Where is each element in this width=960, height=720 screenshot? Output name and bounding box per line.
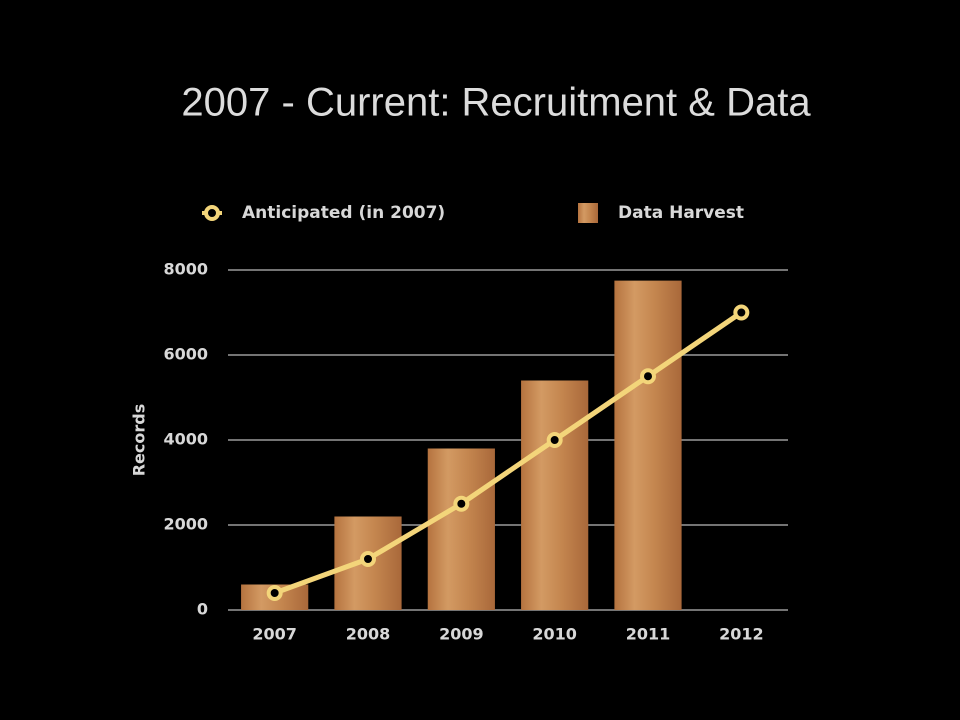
x-tick-label: 2012 xyxy=(719,625,764,644)
legend-label: Data Harvest xyxy=(618,203,744,223)
y-axis-label: Records xyxy=(130,404,149,477)
bar xyxy=(521,380,589,610)
y-tick-label: 4000 xyxy=(163,430,208,449)
legend-swatch xyxy=(204,205,220,221)
point xyxy=(360,551,376,567)
point xyxy=(266,585,283,601)
legend-label: Anticipated (in 2007) xyxy=(242,203,445,223)
legend-swatch xyxy=(578,203,598,223)
x-tick-label: 2010 xyxy=(532,625,577,644)
x-tick-label: 2007 xyxy=(252,625,297,644)
bar xyxy=(427,448,495,610)
y-tick-label: 6000 xyxy=(163,345,208,364)
point xyxy=(733,304,750,321)
y-tick-label: 2000 xyxy=(163,515,208,534)
y-tick-label: 0 xyxy=(197,600,208,619)
point xyxy=(640,368,656,385)
x-tick-label: 2011 xyxy=(626,625,671,644)
point xyxy=(546,432,563,448)
point xyxy=(453,495,470,512)
chart-title: 2007 - Current: Recruitment & Data xyxy=(181,81,811,125)
bar xyxy=(614,280,682,610)
line xyxy=(273,310,743,596)
x-tick-label: 2009 xyxy=(439,625,484,644)
x-tick-label: 2008 xyxy=(346,625,391,644)
y-tick-label: 8000 xyxy=(163,260,208,279)
